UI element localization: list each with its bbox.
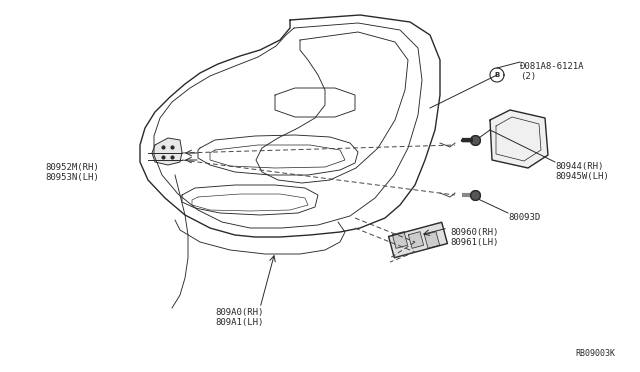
Text: 80944(RH)
80945W(LH): 80944(RH) 80945W(LH) <box>555 162 609 182</box>
Polygon shape <box>408 232 424 248</box>
Text: RB09003K: RB09003K <box>575 349 615 358</box>
Polygon shape <box>424 232 440 248</box>
Text: 80952M(RH)
80953N(LH): 80952M(RH) 80953N(LH) <box>45 163 99 182</box>
Polygon shape <box>490 110 548 168</box>
Polygon shape <box>152 138 182 165</box>
Text: 80093D: 80093D <box>508 213 540 222</box>
Text: 80960(RH)
80961(LH): 80960(RH) 80961(LH) <box>450 228 499 247</box>
Polygon shape <box>392 232 408 248</box>
Polygon shape <box>388 222 447 258</box>
Text: 809A0(RH)
809A1(LH): 809A0(RH) 809A1(LH) <box>215 308 264 327</box>
Text: B: B <box>494 72 500 78</box>
Text: Ð081A8-6121A
(2): Ð081A8-6121A (2) <box>520 62 584 81</box>
